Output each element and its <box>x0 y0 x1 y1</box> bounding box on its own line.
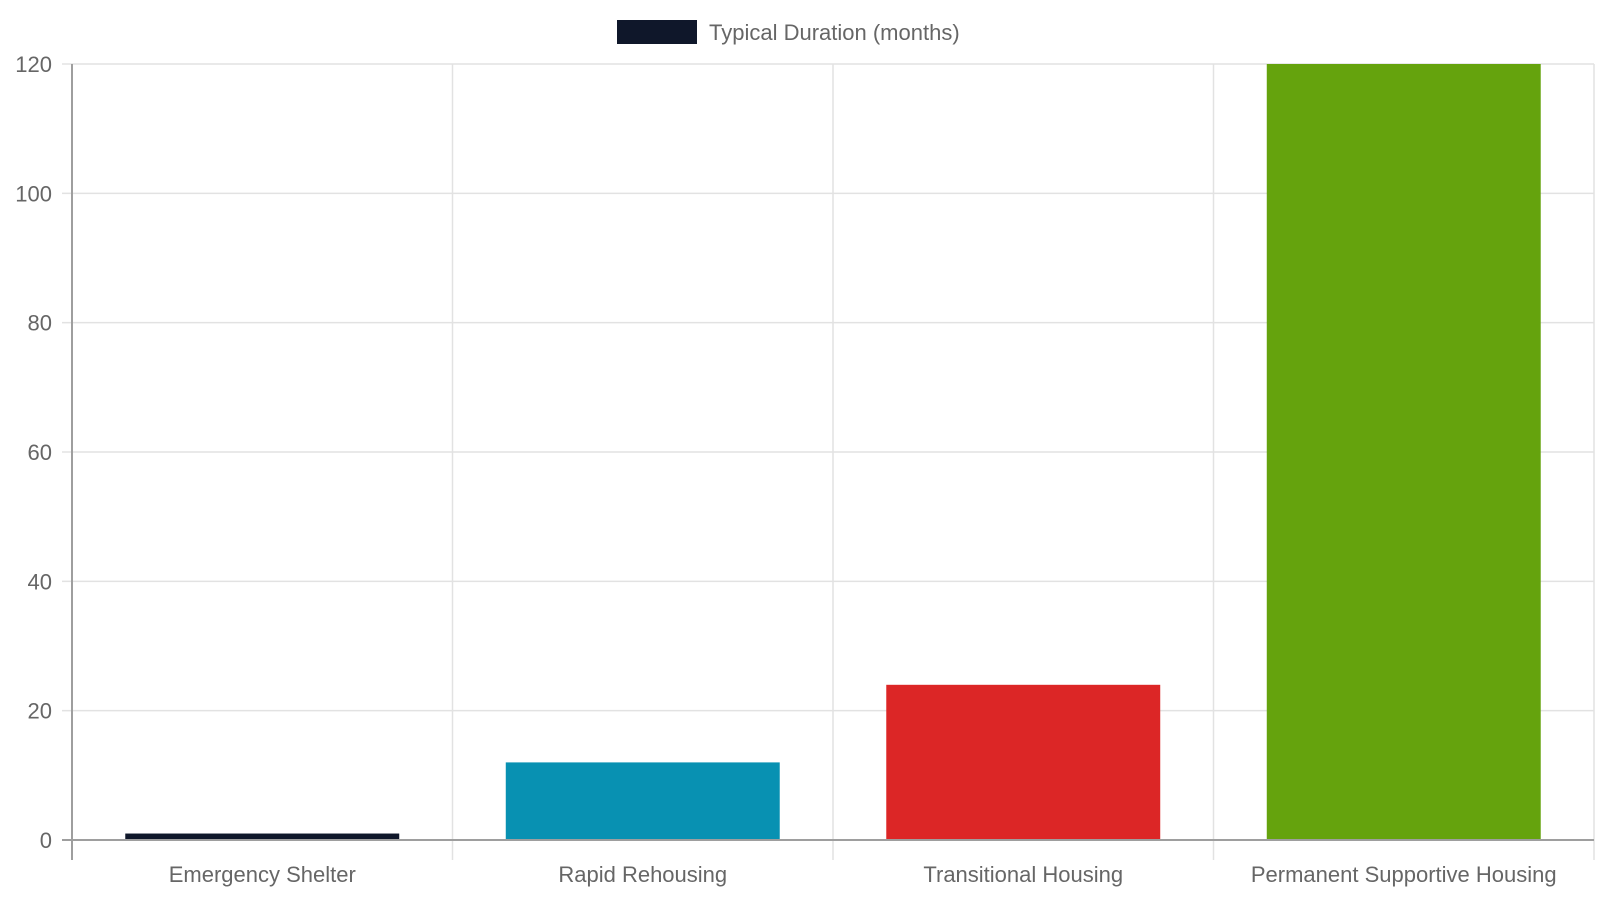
y-tick-label: 120 <box>15 52 52 77</box>
tick-labels: 0 20 40 60 80 100 120 Emergency Shelter Rapid Re… <box>15 52 1556 887</box>
y-tick-label: 80 <box>28 311 52 336</box>
y-tick-label: 40 <box>28 569 52 594</box>
legend[interactable]: Typical Duration (months) <box>617 20 960 45</box>
x-tick-label: Emergency Shelter <box>169 862 356 887</box>
legend-swatch <box>617 20 697 44</box>
y-tick-label: 60 <box>28 440 52 465</box>
bar-emergency-shelter <box>125 833 400 840</box>
x-tick-label: Rapid Rehousing <box>558 862 727 887</box>
bars <box>125 64 1541 840</box>
bar-transitional-housing <box>886 684 1161 840</box>
axes <box>62 64 1594 860</box>
x-tick-label: Transitional Housing <box>923 862 1123 887</box>
y-tick-label: 20 <box>28 699 52 724</box>
x-tick-label: Permanent Supportive Housing <box>1251 862 1557 887</box>
bar-permanent-supportive-housing <box>1266 64 1541 840</box>
bar-rapid-rehousing <box>505 762 780 840</box>
y-tick-label: 100 <box>15 181 52 206</box>
legend-label: Typical Duration (months) <box>709 20 960 45</box>
y-tick-label: 0 <box>40 828 52 853</box>
